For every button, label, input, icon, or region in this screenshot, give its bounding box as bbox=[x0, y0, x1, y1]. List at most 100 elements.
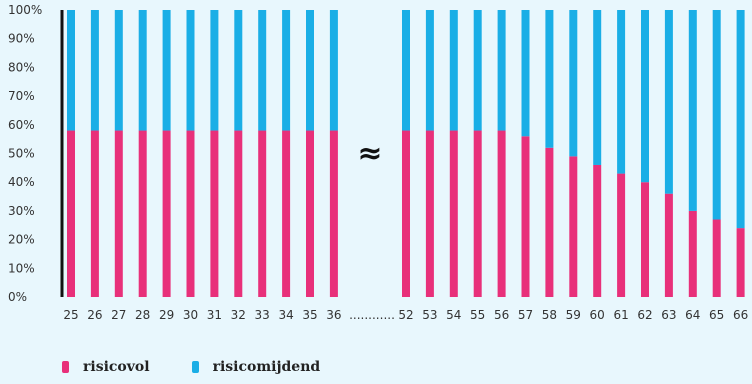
bar-risicovol-59 bbox=[569, 156, 578, 297]
bars-group bbox=[67, 10, 745, 297]
bar-risicovol-35 bbox=[306, 130, 314, 297]
bar-risicovol-63 bbox=[664, 193, 673, 297]
bar-risicovol-52 bbox=[402, 130, 410, 297]
x-tick-label: 57 bbox=[518, 308, 533, 322]
bar-risicovol-66 bbox=[736, 228, 745, 297]
bar-risicovol-60 bbox=[593, 164, 602, 297]
x-tick-label: 26 bbox=[87, 308, 102, 322]
bar-risicovol-62 bbox=[641, 182, 649, 297]
legend-item-risicovol: risicovol bbox=[62, 359, 150, 375]
bar-risicomijdend-64 bbox=[688, 10, 697, 211]
x-axis-ticks: 25 26 27 28 29 30 31 32 33 34 35 36 52 53 54 55 56 57 58 59… bbox=[63, 308, 748, 322]
bar-risicovol-58 bbox=[545, 147, 554, 297]
x-axis-gap-label: ............ bbox=[349, 308, 395, 322]
bar-risicovol-25 bbox=[67, 130, 75, 297]
bar-risicomijdend-30 bbox=[186, 10, 195, 131]
bar-risicomijdend-28 bbox=[138, 10, 147, 131]
bar-risicovol-33 bbox=[258, 130, 267, 297]
x-tick-label: 34 bbox=[278, 308, 293, 322]
bar-risicomijdend-32 bbox=[234, 10, 243, 131]
bar-risicomijdend-36 bbox=[329, 10, 338, 131]
bar-risicovol-30 bbox=[186, 130, 195, 297]
bar-risicomijdend-55 bbox=[473, 10, 482, 131]
axis-break-symbol: ≈ bbox=[357, 136, 382, 171]
bar-risicovol-61 bbox=[617, 173, 626, 297]
bar-risicovol-26 bbox=[90, 130, 99, 297]
x-tick-label: 66 bbox=[733, 308, 748, 322]
bar-risicovol-32 bbox=[234, 130, 243, 297]
x-tick-label: 63 bbox=[661, 308, 676, 322]
x-tick-label: 31 bbox=[207, 308, 222, 322]
y-tick-label: 10% bbox=[8, 261, 35, 275]
bar-risicomijdend-54 bbox=[449, 10, 458, 131]
legend-label-risicovol: risicovol bbox=[83, 359, 150, 375]
y-tick-label: 80% bbox=[8, 60, 35, 74]
bar-risicovol-64 bbox=[688, 210, 697, 297]
y-tick-label: 60% bbox=[8, 118, 35, 132]
bar-risicomijdend-61 bbox=[617, 10, 626, 174]
x-tick-label: 64 bbox=[685, 308, 700, 322]
bar-risicomijdend-52 bbox=[402, 10, 410, 131]
x-tick-label: 61 bbox=[613, 308, 628, 322]
y-tick-label: 40% bbox=[8, 175, 35, 189]
y-tick-label: 30% bbox=[8, 204, 35, 218]
y-tick-label: 20% bbox=[8, 233, 35, 247]
legend: risicovol risicomijdend bbox=[62, 359, 362, 375]
x-tick-label: 60 bbox=[590, 308, 605, 322]
bar-risicomijdend-34 bbox=[282, 10, 291, 131]
x-tick-label: 56 bbox=[494, 308, 509, 322]
x-tick-label: 30 bbox=[183, 308, 198, 322]
legend-swatch-risicovol bbox=[62, 361, 69, 373]
x-tick-label: 36 bbox=[326, 308, 341, 322]
y-tick-label: 70% bbox=[8, 89, 35, 103]
bar-risicomijdend-56 bbox=[497, 10, 506, 131]
x-tick-label: 27 bbox=[111, 308, 126, 322]
bar-risicomijdend-53 bbox=[425, 10, 434, 131]
bar-risicomijdend-29 bbox=[162, 10, 171, 131]
bar-risicomijdend-58 bbox=[545, 10, 554, 148]
y-tick-label: 50% bbox=[8, 147, 35, 161]
x-tick-label: 58 bbox=[542, 308, 557, 322]
y-tick-label: 100% bbox=[8, 3, 42, 17]
x-tick-label: 29 bbox=[159, 308, 174, 322]
bar-risicovol-29 bbox=[162, 130, 171, 297]
bar-risicovol-54 bbox=[449, 130, 458, 297]
bar-risicovol-65 bbox=[712, 219, 721, 297]
x-tick-label: 25 bbox=[63, 308, 78, 322]
bar-risicomijdend-33 bbox=[258, 10, 267, 131]
bar-risicomijdend-25 bbox=[67, 10, 75, 131]
legend-item-risicomijdend: risicomijdend bbox=[191, 359, 320, 375]
x-tick-label: 62 bbox=[637, 308, 652, 322]
bar-risicomijdend-65 bbox=[712, 10, 721, 220]
bar-risicomijdend-31 bbox=[210, 10, 219, 131]
bar-risicovol-31 bbox=[210, 130, 219, 297]
y-axis-ticks: 0% 10% 20% 30% 40% 50% 60% 70% 80% 90% 100% bbox=[8, 3, 42, 304]
x-tick-label: 55 bbox=[470, 308, 485, 322]
bar-risicovol-53 bbox=[425, 130, 434, 297]
bar-risicomijdend-35 bbox=[306, 10, 314, 131]
bar-risicomijdend-66 bbox=[736, 10, 745, 229]
legend-swatch-risicomijdend bbox=[191, 361, 199, 373]
bar-risicomijdend-59 bbox=[569, 10, 578, 157]
x-tick-label: 33 bbox=[255, 308, 270, 322]
y-tick-label: 0% bbox=[8, 290, 27, 304]
bar-risicovol-27 bbox=[114, 130, 123, 297]
x-tick-label: 35 bbox=[302, 308, 317, 322]
bar-risicomijdend-62 bbox=[641, 10, 649, 183]
x-tick-label: 65 bbox=[709, 308, 724, 322]
bar-risicomijdend-60 bbox=[593, 10, 602, 165]
x-tick-label: 59 bbox=[566, 308, 581, 322]
bar-risicomijdend-57 bbox=[521, 10, 530, 137]
bar-risicovol-28 bbox=[138, 130, 147, 297]
x-tick-label: 28 bbox=[135, 308, 150, 322]
x-tick-label: 32 bbox=[231, 308, 246, 322]
bar-risicovol-55 bbox=[473, 130, 482, 297]
bar-risicomijdend-27 bbox=[114, 10, 123, 131]
bar-risicovol-36 bbox=[329, 130, 338, 297]
bar-risicovol-34 bbox=[282, 130, 291, 297]
bar-risicomijdend-26 bbox=[90, 10, 99, 131]
y-tick-label: 90% bbox=[8, 32, 35, 46]
x-tick-label: 52 bbox=[398, 308, 413, 322]
